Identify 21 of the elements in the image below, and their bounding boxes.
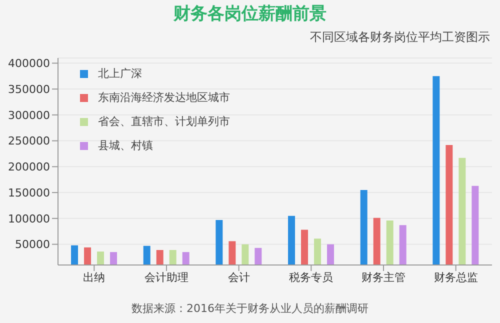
x-tick-label: 会计助理 bbox=[144, 270, 188, 284]
legend-label: 北上广深 bbox=[98, 66, 142, 82]
x-tick-label: 会计 bbox=[228, 270, 250, 284]
chart-title: 财务各岗位薪酬前景 bbox=[172, 3, 328, 25]
chart-subtitle: 不同区域各财务岗位平均工资图示 bbox=[309, 29, 490, 46]
legend-label: 东南沿海经济发达地区城市 bbox=[98, 90, 230, 106]
x-tick-label: 税务专员 bbox=[289, 270, 334, 284]
x-tick-label: 财务总监 bbox=[434, 270, 478, 284]
y-tick-label: 400000 bbox=[8, 57, 50, 70]
y-tick-label: 300000 bbox=[8, 108, 50, 122]
y-tick-label: 50000 bbox=[15, 238, 50, 252]
source-note: 数据来源：2016年关于财务从业人员的薪酬调研 bbox=[130, 301, 370, 316]
y-tick-label: 150000 bbox=[8, 186, 50, 200]
y-tick-label: 350000 bbox=[8, 82, 50, 96]
y-tick-label: 100000 bbox=[8, 212, 50, 226]
x-tick-label: 出纳 bbox=[83, 270, 106, 284]
x-tick-label: 财务主管 bbox=[362, 270, 406, 284]
legend-label: 县城、村镇 bbox=[98, 138, 153, 154]
legend-label: 省会、直辖市、计划单列市 bbox=[98, 114, 230, 130]
y-tick-label: 200000 bbox=[8, 160, 50, 174]
y-tick-label: 250000 bbox=[8, 134, 50, 148]
